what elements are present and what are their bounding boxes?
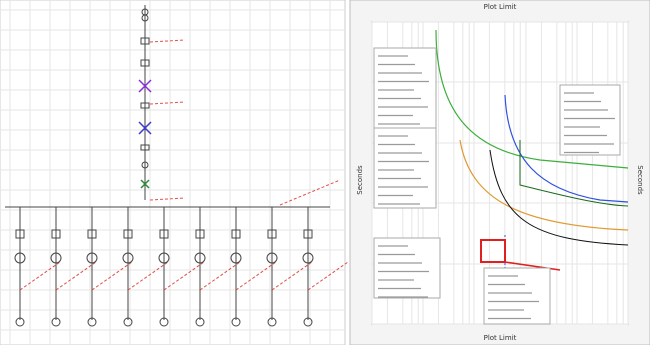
y-label-right: Seconds (636, 165, 644, 195)
tcc-plot: Plot Limit Plot Limit Seconds Seconds (350, 0, 650, 345)
screen: Plot Limit Plot Limit Seconds Seconds (0, 0, 650, 345)
y-label-left: Seconds (356, 165, 364, 195)
top-label: Plot Limit (484, 3, 517, 11)
one-line-diagram (0, 0, 348, 345)
bottom-label: Plot Limit (484, 334, 517, 342)
